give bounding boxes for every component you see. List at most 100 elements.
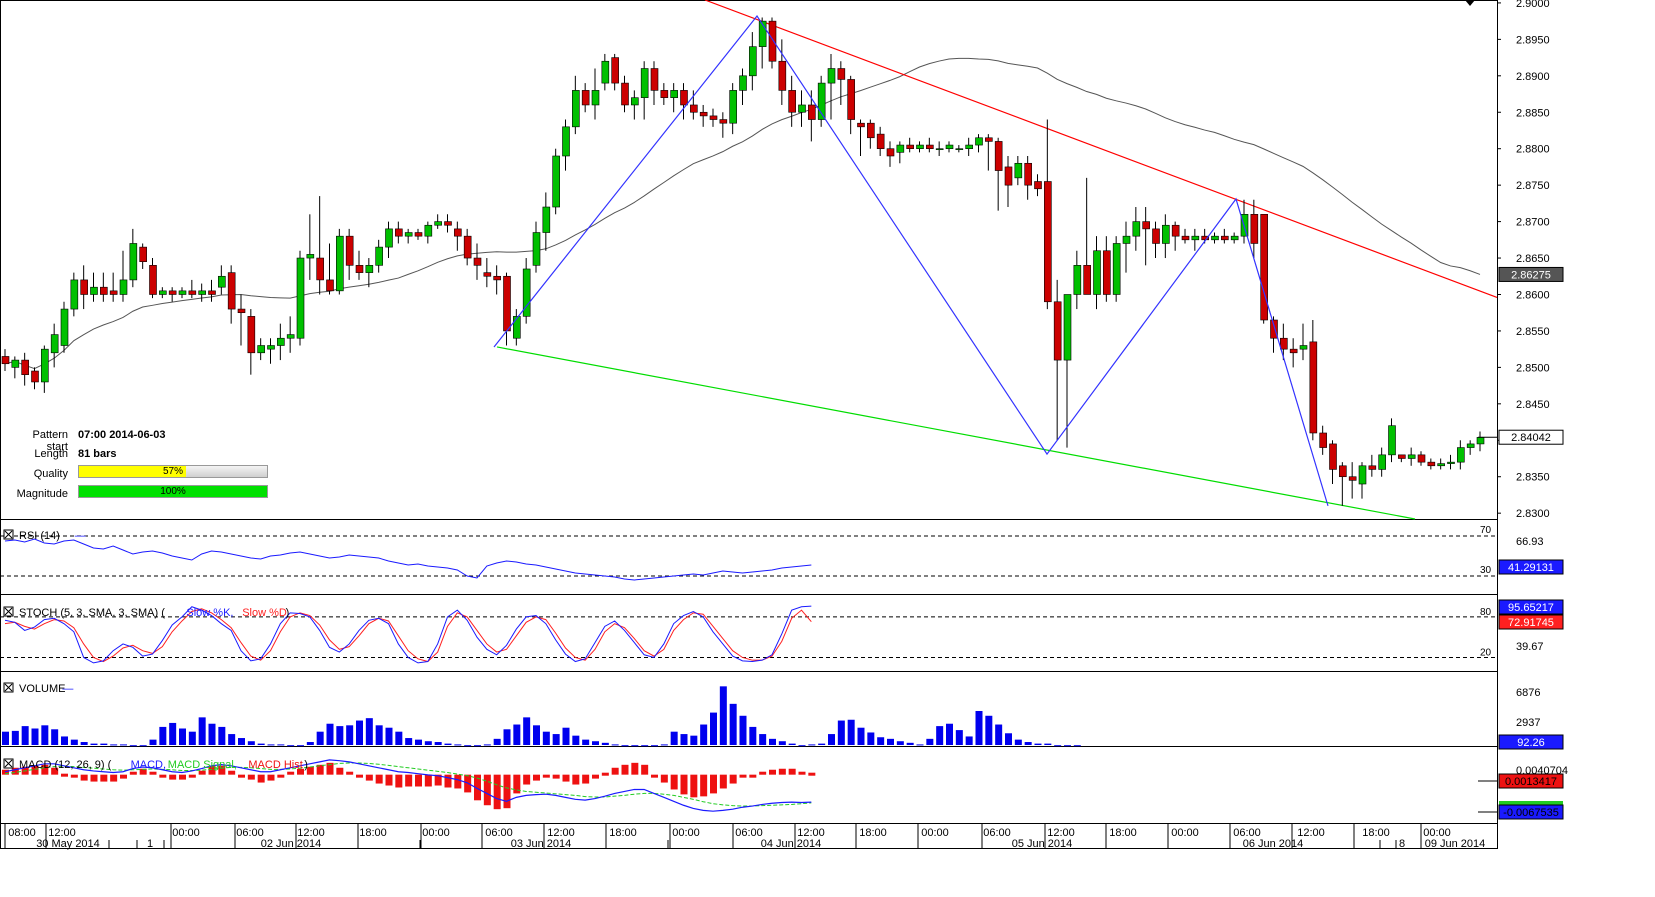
candle-down <box>355 265 364 273</box>
candle-down <box>1004 166 1013 186</box>
candle-up <box>404 232 413 237</box>
volume-bar <box>651 745 658 747</box>
candle-down <box>473 257 482 266</box>
macd-signal-current-box <box>1499 801 1563 805</box>
candle-down <box>1339 465 1347 478</box>
volume-bar <box>877 737 885 745</box>
time-tick-label: 00:00 <box>172 827 200 839</box>
date-label: 06 Jun 2014 <box>1243 838 1304 850</box>
candle-up <box>1093 250 1101 295</box>
rsi-scale-label: 66.93 <box>1516 536 1544 548</box>
volume-current-label-box <box>1498 734 1564 750</box>
candle-up <box>513 316 521 339</box>
volume-bar <box>1073 745 1081 747</box>
date-label: 30 May 2014 <box>36 838 100 850</box>
volume-bar <box>769 738 776 745</box>
pattern-start-label: Pattern start <box>32 429 68 453</box>
volume-bar <box>80 742 88 745</box>
volume-bar <box>61 736 68 745</box>
candle-down <box>709 115 718 120</box>
macd-hist-bar <box>41 764 49 775</box>
volume-bar <box>405 738 413 745</box>
macd-hist-bar <box>493 774 501 810</box>
volume-bar <box>21 726 29 745</box>
macd-hist-bar <box>621 764 629 775</box>
stoch-header: STOCH (5, 3, SMA, 3, SMA) ( <box>19 607 165 619</box>
rsi-level-label: 70 <box>1480 525 1492 536</box>
quality-label: Quality <box>33 468 68 480</box>
scroll-marker-icon <box>1465 0 1475 6</box>
volume-scale-label: 2937 <box>1516 717 1540 729</box>
macd-hist-bar <box>601 772 609 776</box>
time-tick-label: 18:00 <box>1109 827 1137 839</box>
time-tick-label: 12:00 <box>547 827 575 839</box>
macd-signal-line <box>4 762 812 807</box>
macd-hist-bar <box>120 774 127 779</box>
candle-down <box>768 20 777 62</box>
volume-bar <box>523 717 531 745</box>
candle-down <box>1181 235 1190 241</box>
macd-hist-current-label-box <box>1498 773 1564 789</box>
quality-bar-fill <box>79 466 187 477</box>
volume-bar <box>306 742 314 745</box>
volume-bar <box>552 734 560 745</box>
macd-hist-bar <box>641 764 649 775</box>
volume-bar <box>1064 745 1071 747</box>
macd-header: MACD, <box>131 759 166 771</box>
macd-hist-bar <box>739 774 747 778</box>
candle-up <box>1230 235 1239 241</box>
candle-up <box>365 265 374 273</box>
candle-up <box>1014 162 1023 179</box>
macd-header: MACD Hist <box>248 759 302 771</box>
volume-bar <box>139 745 147 747</box>
magnitude-label: Magnitude <box>16 488 68 500</box>
volume-bar <box>759 734 767 745</box>
volume-bar <box>513 724 521 745</box>
volume-bar <box>896 741 904 745</box>
candle-down <box>1260 214 1268 321</box>
candle-up <box>1388 425 1396 456</box>
volume-bar <box>474 745 481 747</box>
candle-down <box>1083 265 1091 295</box>
support-line <box>496 346 1416 520</box>
candle-up <box>975 137 983 146</box>
volume-bar <box>955 730 963 745</box>
volume-bar <box>670 731 678 745</box>
macd-hist-bar <box>169 774 177 780</box>
volume-bar <box>592 741 599 745</box>
price-tick-label: 2.8800 <box>1516 144 1550 156</box>
volume-bar <box>208 723 216 745</box>
candle-down <box>581 90 590 106</box>
candle-down <box>454 228 462 237</box>
candle-up <box>896 144 905 153</box>
candle-down <box>788 90 796 113</box>
macd-hist-bar <box>218 765 226 775</box>
macd-hist-bar <box>631 762 639 775</box>
time-tick-label: 00:00 <box>672 827 700 839</box>
volume-bar <box>120 744 127 746</box>
candle-up <box>955 148 964 151</box>
macd-hist-bar <box>542 774 550 778</box>
volume-bar <box>346 725 354 745</box>
time-tick-label: 12:00 <box>297 827 325 839</box>
macd-header: ) <box>304 759 308 771</box>
price-tick-label: 2.9000 <box>1516 0 1550 10</box>
candle-down <box>857 122 865 128</box>
volume-bar <box>356 720 363 745</box>
time-tick-label: 06:00 <box>236 827 264 839</box>
volume-bar <box>857 727 865 745</box>
macd-hist-bar <box>336 767 344 775</box>
candle-up <box>90 286 98 295</box>
candle-up <box>522 268 531 317</box>
volume-bar <box>995 724 1003 745</box>
candle-up <box>601 60 610 84</box>
macd-hist-bar <box>651 774 658 778</box>
candle-up <box>267 345 275 350</box>
candle-down <box>1309 341 1318 434</box>
macd-hist-bar <box>552 774 560 779</box>
macd-current-label-box <box>1498 804 1564 820</box>
candle-up <box>159 290 167 295</box>
candle-up <box>1466 443 1475 448</box>
volume-bar <box>719 686 727 745</box>
candle-down <box>80 279 88 295</box>
